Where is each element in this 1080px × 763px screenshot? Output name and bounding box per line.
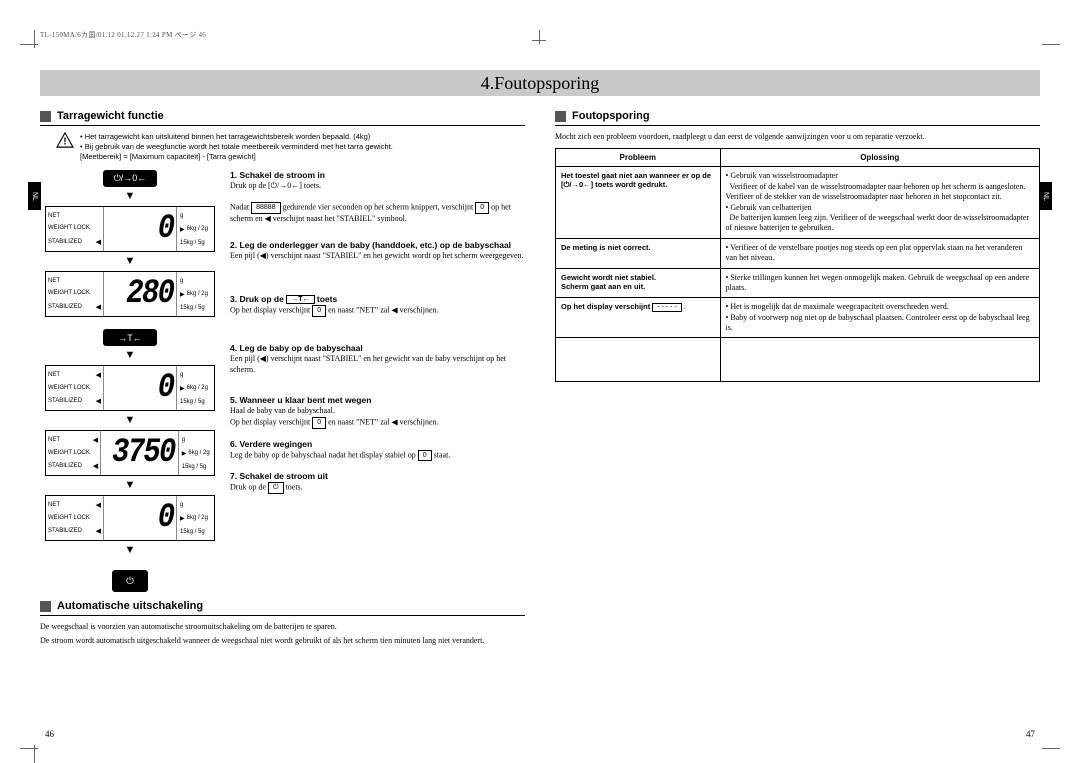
step-title: 4. Leg de baby op de babyschaal bbox=[230, 343, 525, 353]
table-row: Op het display verschijnt - - - - - .• H… bbox=[556, 298, 1040, 338]
chapter-title: 4.Foutopsporing bbox=[481, 73, 600, 94]
section-tarra-title: Tarragewicht functie bbox=[57, 110, 164, 122]
page-number-right: 47 bbox=[1026, 729, 1035, 739]
lcd-value: 0 bbox=[157, 210, 173, 248]
power-off-button: ⏻ bbox=[112, 570, 148, 592]
table-row: Het toestel gaat niet aan wanneer er op … bbox=[556, 167, 1040, 238]
right-column: Foutopsporing Mocht zich een probleem vo… bbox=[555, 110, 1040, 647]
step-title: 5. Wanneer u klaar bent met wegen bbox=[230, 395, 525, 405]
section-tarra-head: Tarragewicht functie bbox=[40, 110, 525, 122]
meta-line: TL-150MA/6カ国/01.12 01.12.27 1:24 PM ページ … bbox=[40, 30, 1040, 40]
solution-cell: • Gebruik van wisselstroomadapter Verifi… bbox=[720, 167, 1039, 238]
section-trouble-title: Foutopsporing bbox=[572, 110, 650, 122]
down-arrow-icon: ▼ bbox=[125, 191, 136, 202]
lcd-value: 3750 bbox=[112, 434, 175, 472]
step-body: Druk op de [⏻/→0←] toets. bbox=[230, 181, 525, 192]
lcd-value: 0 bbox=[157, 369, 173, 407]
problem-cell: Gewicht wordt niet stabiel.Scherm gaat a… bbox=[556, 268, 721, 298]
warning-icon: ! bbox=[56, 132, 74, 148]
page-number-left: 46 bbox=[45, 729, 54, 739]
crop-mark bbox=[1042, 748, 1060, 749]
lcd-display: NET◀WEIGHT LOCKSTABILIZED◀ 0 g▶6kg / 2g1… bbox=[45, 365, 215, 411]
table-row bbox=[556, 338, 1040, 382]
lcd-display: NET◀WEIGHT LOCKSTABILIZED◀ 3750 g▶6kg / … bbox=[45, 430, 215, 476]
solution-cell: • Sterke trillingen kunnen het wegen onm… bbox=[720, 268, 1039, 298]
down-arrow-icon: ▼ bbox=[125, 480, 136, 491]
chapter-title-bar: 4.Foutopsporing bbox=[40, 70, 1040, 96]
down-arrow-icon: ▼ bbox=[125, 256, 136, 267]
table-row: Gewicht wordt niet stabiel.Scherm gaat a… bbox=[556, 268, 1040, 298]
step-body: Druk op de ⏻ toets. bbox=[230, 482, 525, 493]
crop-mark bbox=[34, 745, 35, 763]
tare-button: →T← bbox=[103, 329, 157, 346]
step-title: 6. Verdere wegingen bbox=[230, 439, 525, 449]
crop-mark bbox=[20, 44, 38, 45]
svg-text:!: ! bbox=[63, 136, 66, 147]
lcd-value: 280 bbox=[126, 275, 173, 313]
section-auto-head: Automatische uitschakeling bbox=[40, 600, 525, 612]
step-title: 3. Druk op de →T← toets bbox=[230, 294, 525, 304]
warning-line: [Meetbereik] = [Maximum capaciteit] - [T… bbox=[80, 152, 393, 162]
solution-cell: • Het is mogelijk dat de maximale weegca… bbox=[720, 298, 1039, 338]
step-body: Op het display verschijnt 0 en naast "NE… bbox=[230, 305, 525, 316]
step-body: Een pijl (◀) verschijnt naast "STABIEL" … bbox=[230, 251, 525, 262]
problem-cell: Op het display verschijnt - - - - - . bbox=[556, 298, 721, 338]
step-body: Haal de baby van de babyschaal.Op het di… bbox=[230, 406, 525, 428]
steps-column: 1. Schakel de stroom inDruk op de [⏻/→0←… bbox=[230, 170, 525, 592]
crop-mark bbox=[532, 40, 546, 41]
step-body: Nadat 88888 gedurende vier seconden op h… bbox=[230, 202, 525, 224]
down-arrow-icon: ▼ bbox=[125, 415, 136, 426]
trouble-intro: Mocht zich een probleem voordoen, raadpl… bbox=[555, 132, 1040, 142]
lcd-display: NETWEIGHT LOCKSTABILIZED◀ 280 g▶6kg / 2g… bbox=[45, 271, 215, 317]
table-row: De meting is niet correct. • Verifieer of… bbox=[556, 238, 1040, 268]
warning-line: • Bij gebruik van de weegfunctie wordt h… bbox=[80, 142, 393, 152]
lcd-column: ⏻/→0← ▼ NETWEIGHT LOCKSTABILIZED◀ 0 g▶6k… bbox=[40, 170, 220, 592]
step-body: Een pijl (◀) verschijnt naast "STABIEL" … bbox=[230, 354, 525, 376]
solution-cell: • Verifieer of de verstelbare pootjes no… bbox=[720, 238, 1039, 268]
power-zero-button: ⏻/→0← bbox=[103, 170, 157, 187]
down-arrow-icon: ▼ bbox=[125, 350, 136, 361]
troubleshooting-table: ProbleemOplossing Het toestel gaat niet … bbox=[555, 148, 1040, 382]
auto-paragraph: De stroom wordt automatisch uitgeschakel… bbox=[40, 636, 525, 647]
side-tab-right: NL bbox=[1039, 182, 1052, 210]
step-body: Leg de baby op de babyschaal nadat het d… bbox=[230, 450, 525, 461]
table-header: Oplossing bbox=[720, 149, 1039, 167]
warning-block: ! • Het tarragewicht kan uitsluitend bin… bbox=[56, 132, 525, 162]
section-auto-title: Automatische uitschakeling bbox=[57, 600, 203, 612]
crop-mark bbox=[34, 30, 35, 48]
down-arrow-icon: ▼ bbox=[125, 545, 136, 556]
auto-paragraph: De weegschaal is voorzien van automatisc… bbox=[40, 622, 525, 633]
step-title: 7. Schakel de stroom uit bbox=[230, 471, 525, 481]
table-header: Probleem bbox=[556, 149, 721, 167]
problem-cell: Het toestel gaat niet aan wanneer er op … bbox=[561, 171, 711, 189]
crop-mark bbox=[1042, 44, 1060, 45]
lcd-value: 0 bbox=[157, 499, 173, 537]
left-column: Tarragewicht functie ! • Het tarragewich… bbox=[40, 110, 525, 647]
lcd-display: NET◀WEIGHT LOCKSTABILIZED◀ 0 g▶6kg / 2g1… bbox=[45, 495, 215, 541]
crop-mark bbox=[539, 30, 540, 44]
step-title: 2. Leg de onderlegger van de baby (handd… bbox=[230, 240, 525, 250]
crop-mark bbox=[20, 748, 38, 749]
problem-cell: De meting is niet correct. bbox=[561, 243, 651, 252]
step-title: 1. Schakel de stroom in bbox=[230, 170, 525, 180]
warning-line: • Het tarragewicht kan uitsluitend binne… bbox=[80, 132, 393, 142]
lcd-display: NETWEIGHT LOCKSTABILIZED◀ 0 g▶6kg / 2g15… bbox=[45, 206, 215, 252]
section-trouble-head: Foutopsporing bbox=[555, 110, 1040, 122]
